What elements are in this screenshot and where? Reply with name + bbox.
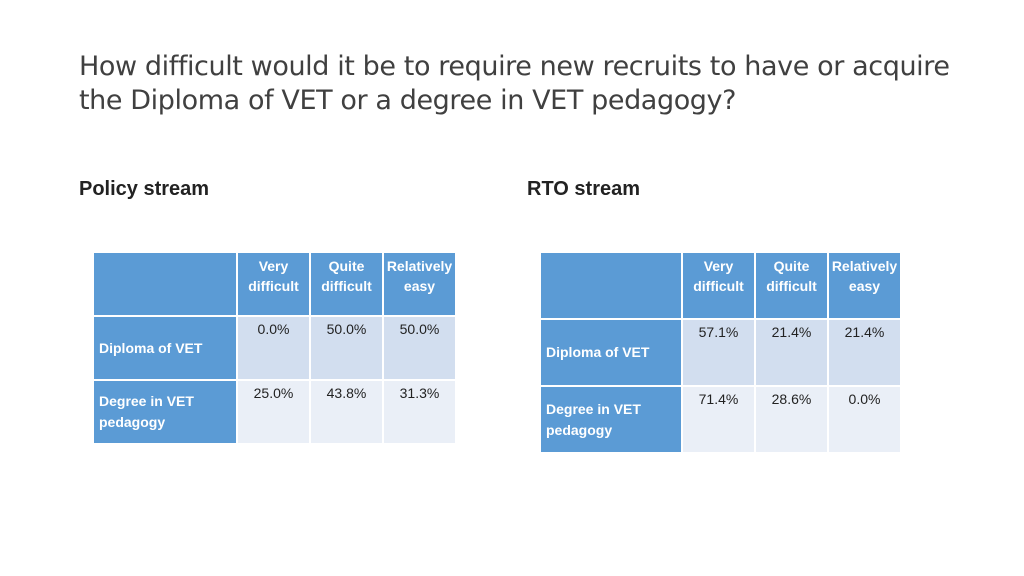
policy-header-relatively-easy: Relatively easy [382, 251, 457, 317]
policy-header-quite-difficult: Quite difficult [309, 251, 384, 317]
rto-table: Very difficult Quite difficult Relativel… [539, 251, 902, 454]
policy-header-row: Very difficult Quite difficult Relativel… [92, 251, 457, 317]
policy-stream-label: Policy stream [79, 178, 210, 200]
rto-row-label-diploma: Diploma of VET [539, 318, 683, 387]
title-line-2: the Diploma of VET or a degree in VET pe… [79, 85, 737, 116]
rto-cell: 71.4% [681, 385, 756, 454]
rto-cell: 21.4% [827, 318, 902, 387]
policy-cell: 43.8% [309, 379, 384, 445]
table-row: Degree in VET pedagogy 25.0% 43.8% 31.3% [92, 379, 457, 445]
rto-cell: 57.1% [681, 318, 756, 387]
rto-corner-cell [539, 251, 683, 320]
policy-corner-cell [92, 251, 238, 317]
rto-row-label-degree: Degree in VET pedagogy [539, 385, 683, 454]
table-row: Degree in VET pedagogy 71.4% 28.6% 0.0% [539, 385, 902, 454]
title-emphasis-or-acquire: or acquire [817, 51, 950, 82]
policy-cell: 25.0% [236, 379, 311, 445]
rto-cell: 0.0% [827, 385, 902, 454]
policy-cell: 0.0% [236, 315, 311, 381]
rto-cell: 28.6% [754, 385, 829, 454]
policy-row-label-degree: Degree in VET pedagogy [92, 379, 238, 445]
title-text-1: How difficult would it be to require [79, 51, 540, 82]
rto-cell: 21.4% [754, 318, 829, 387]
policy-cell: 31.3% [382, 379, 457, 445]
policy-table: Very difficult Quite difficult Relativel… [92, 251, 457, 445]
rto-header-row: Very difficult Quite difficult Relativel… [539, 251, 902, 320]
table-row: Diploma of VET 57.1% 21.4% 21.4% [539, 318, 902, 387]
rto-header-quite-difficult: Quite difficult [754, 251, 829, 320]
policy-row-label-diploma: Diploma of VET [92, 315, 238, 381]
policy-header-very-difficult: Very difficult [236, 251, 311, 317]
rto-stream-label: RTO stream [527, 178, 641, 200]
title-text-2: to have [701, 51, 818, 82]
table-row: Diploma of VET 0.0% 50.0% 50.0% [92, 315, 457, 381]
slide-title: How difficult would it be to require new… [79, 50, 979, 118]
policy-cell: 50.0% [309, 315, 384, 381]
rto-header-very-difficult: Very difficult [681, 251, 756, 320]
policy-cell: 50.0% [382, 315, 457, 381]
title-emphasis-new-recruits: new recruits [539, 51, 702, 82]
rto-header-relatively-easy: Relatively easy [827, 251, 902, 320]
